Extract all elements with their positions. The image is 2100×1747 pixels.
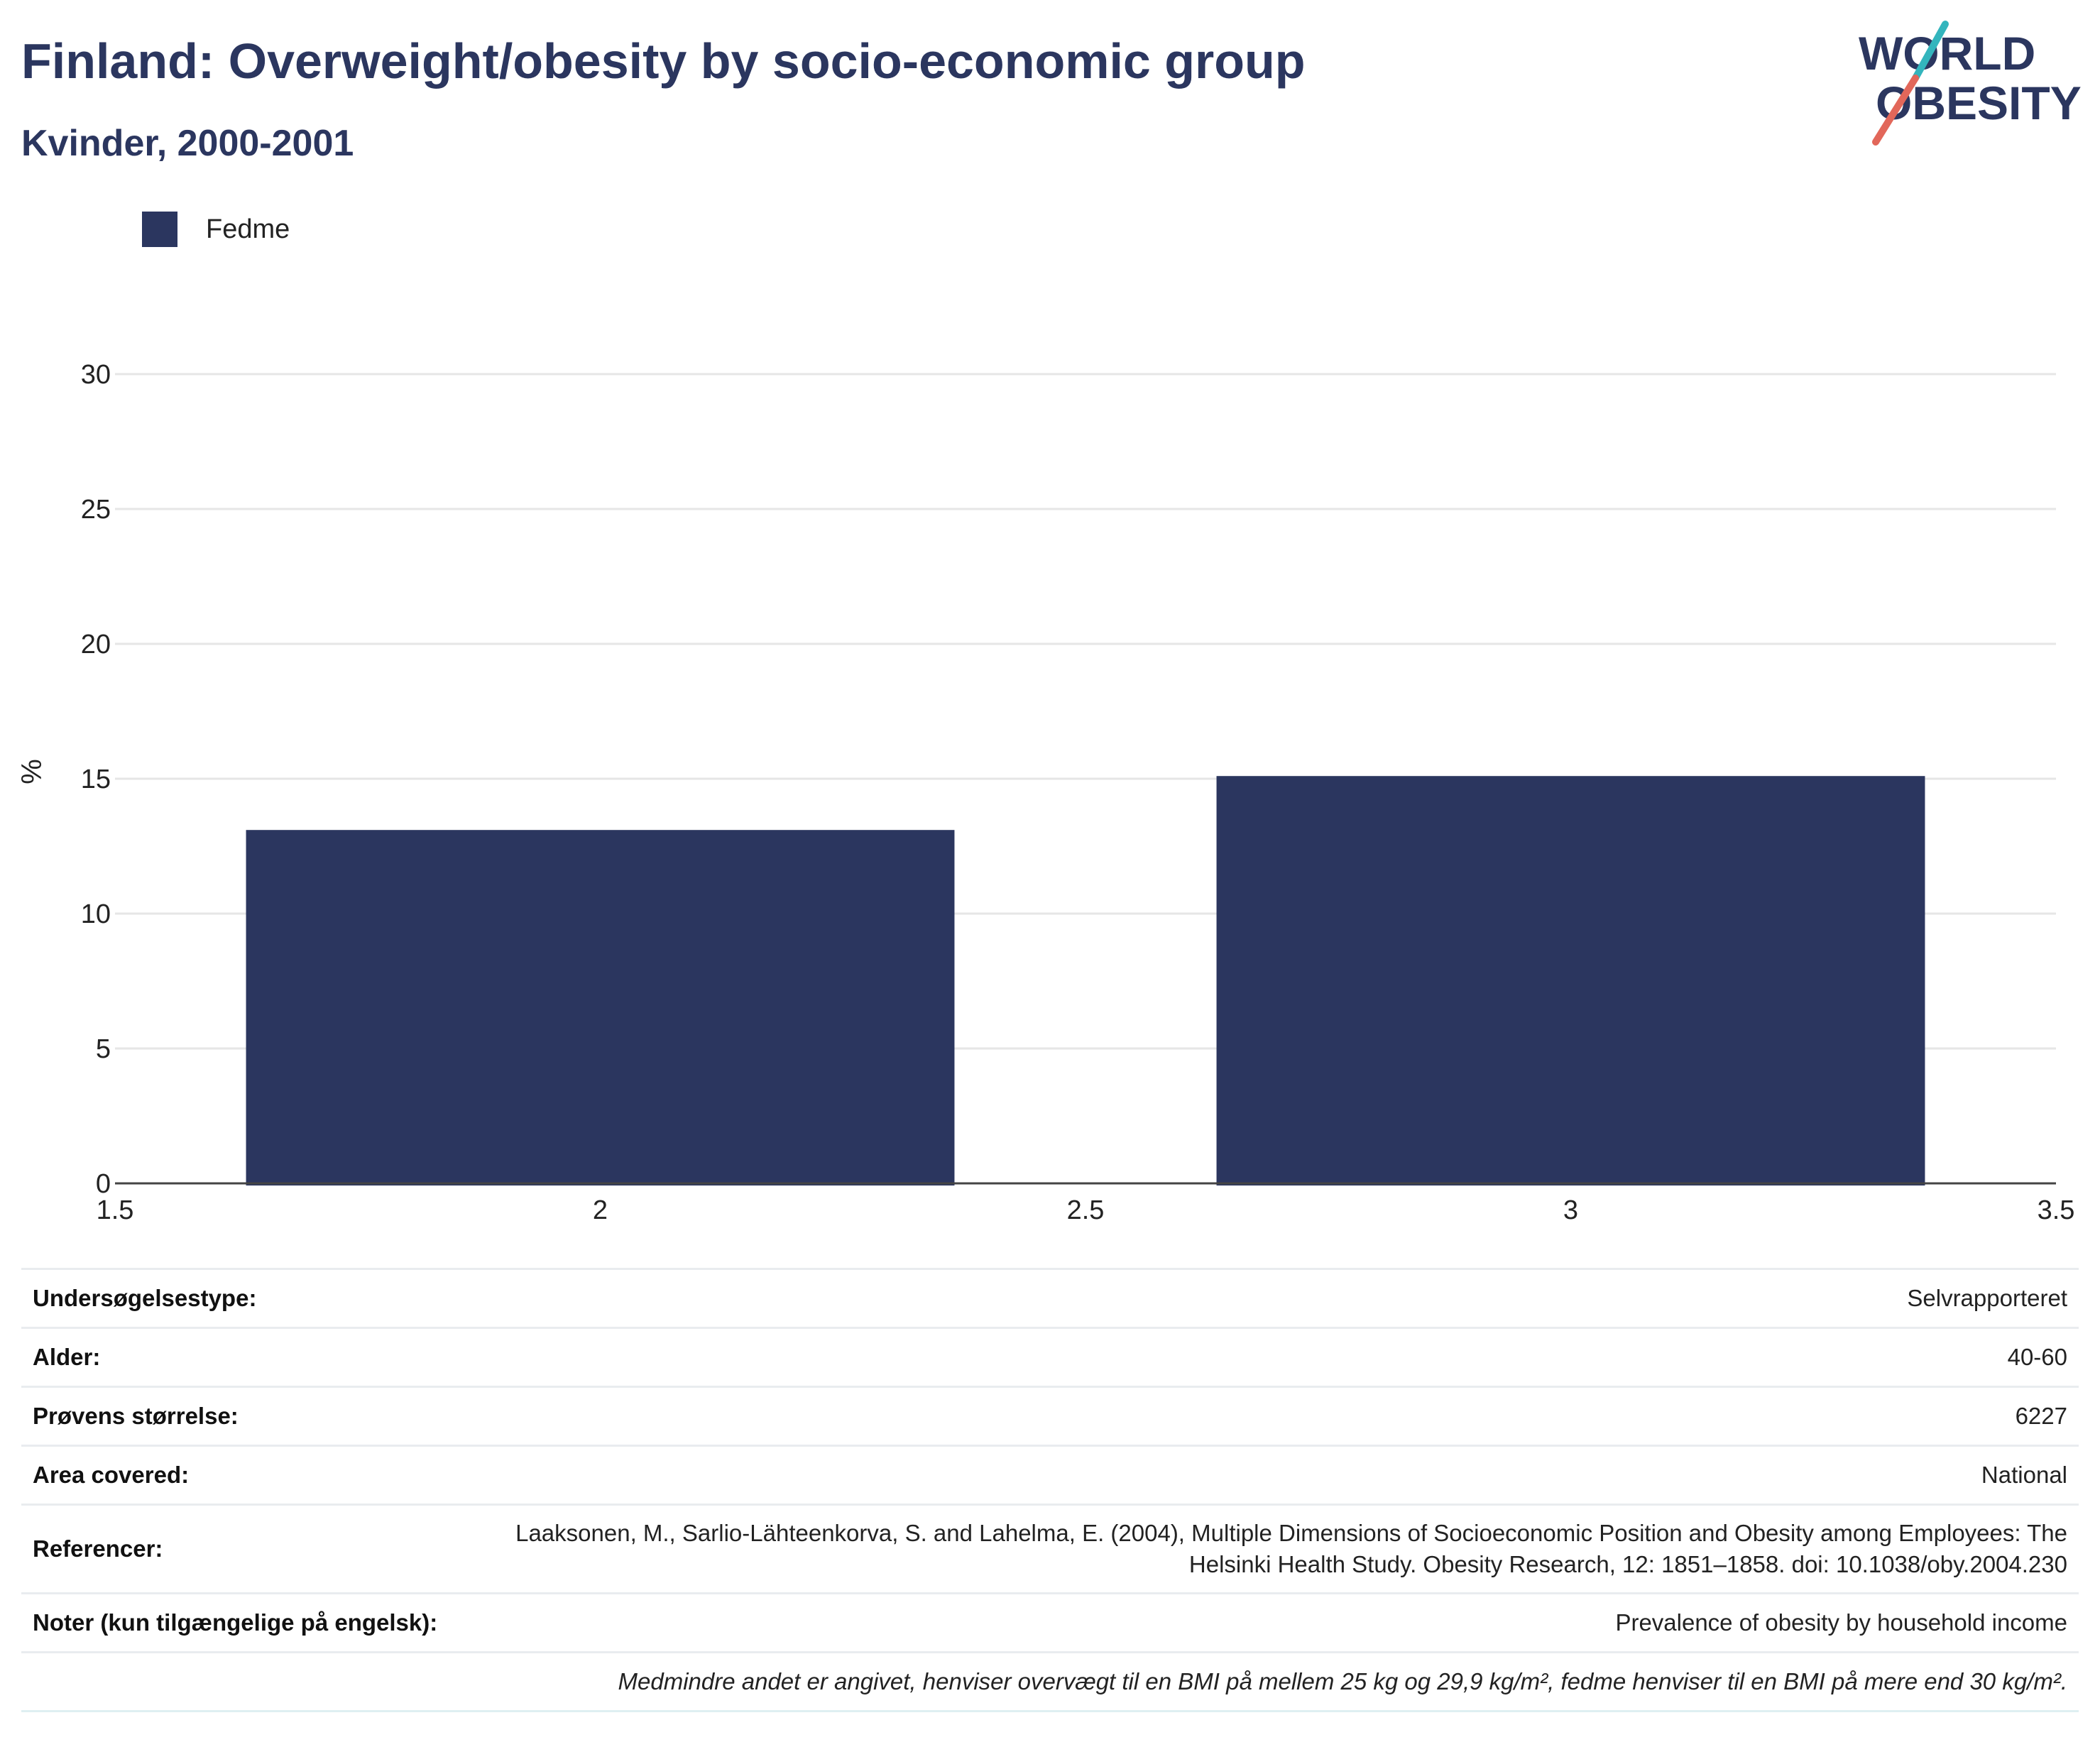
y-tick-label: 0 [96, 1169, 111, 1199]
bars [246, 776, 1925, 1185]
bar-chart: 0 5 10 15 20 25 30 1.5 2 2.5 3 3.5 % [16, 360, 2075, 1225]
x-tick-label: 3.5 [2038, 1195, 2075, 1225]
info-key: Undersøgelsestype: [21, 1268, 449, 1328]
chart-legend[interactable]: Fedme [142, 210, 290, 248]
info-key: Prøvens størrelse: [21, 1386, 449, 1446]
info-key: Noter (kun tilgængelige på engelsk): [21, 1592, 449, 1653]
logo-slash-coral [1872, 75, 1919, 146]
y-tick-label: 5 [96, 1034, 111, 1064]
info-value: 40-60 [449, 1327, 2079, 1387]
x-tick-labels: 1.5 2 2.5 3 3.5 [97, 1195, 2075, 1225]
info-value: 6227 [449, 1386, 2079, 1446]
legend-swatch-fedme [142, 212, 177, 247]
chart-title: Finland: Overweight/obesity by socio-eco… [21, 33, 1306, 89]
info-row-footnote: Medmindre andet er angivet, henviser ove… [21, 1651, 2079, 1712]
chart-subtitle: Kvinder, 2000-2001 [21, 123, 354, 164]
logo-text-world: WORLD [1859, 27, 2035, 80]
info-row-notes: Noter (kun tilgængelige på engelsk): Pre… [21, 1592, 2079, 1653]
x-tick-label: 3 [1563, 1195, 1578, 1225]
y-tick-label: 10 [81, 899, 111, 929]
x-tick-label: 1.5 [97, 1195, 134, 1225]
info-row-age: Alder: 40-60 [21, 1327, 2079, 1387]
info-key: Alder: [21, 1327, 449, 1387]
info-row-area-covered: Area covered: National [21, 1445, 2079, 1505]
legend-label-fedme: Fedme [206, 214, 290, 244]
info-row-references: Referencer: Laaksonen, M., Sarlio-Lähtee… [21, 1504, 2079, 1594]
info-value: Laaksonen, M., Sarlio-Lähteenkorva, S. a… [449, 1504, 2079, 1594]
y-tick-label: 30 [81, 360, 111, 390]
world-obesity-logo: WORLD OBESITY [1859, 21, 2082, 146]
y-tick-label: 20 [81, 630, 111, 659]
y-axis-label: % [16, 759, 48, 784]
info-value: National [449, 1445, 2079, 1505]
info-row-sample-size: Prøvens størrelse: 6227 [21, 1386, 2079, 1446]
bar-fedme[interactable] [1216, 776, 1925, 1185]
y-tick-labels: 0 5 10 15 20 25 30 [81, 360, 111, 1199]
x-tick-label: 2.5 [1067, 1195, 1105, 1225]
info-value: Prevalence of obesity by household incom… [449, 1592, 2079, 1653]
x-tick-label: 2 [593, 1195, 608, 1225]
y-tick-label: 15 [81, 765, 111, 794]
y-tick-label: 25 [81, 495, 111, 525]
bar-fedme[interactable] [246, 830, 955, 1185]
info-value: Selvrapporteret [449, 1268, 2079, 1328]
info-key: Area covered: [21, 1445, 449, 1505]
info-row-survey-type: Undersøgelsestype: Selvrapporteret [21, 1268, 2079, 1328]
info-table: Undersøgelsestype: Selvrapporteret Alder… [21, 1268, 2079, 1712]
footnote: Medmindre andet er angivet, henviser ove… [21, 1651, 2079, 1712]
logo-slash-teal [1912, 21, 1949, 82]
info-key: Referencer: [21, 1504, 449, 1594]
